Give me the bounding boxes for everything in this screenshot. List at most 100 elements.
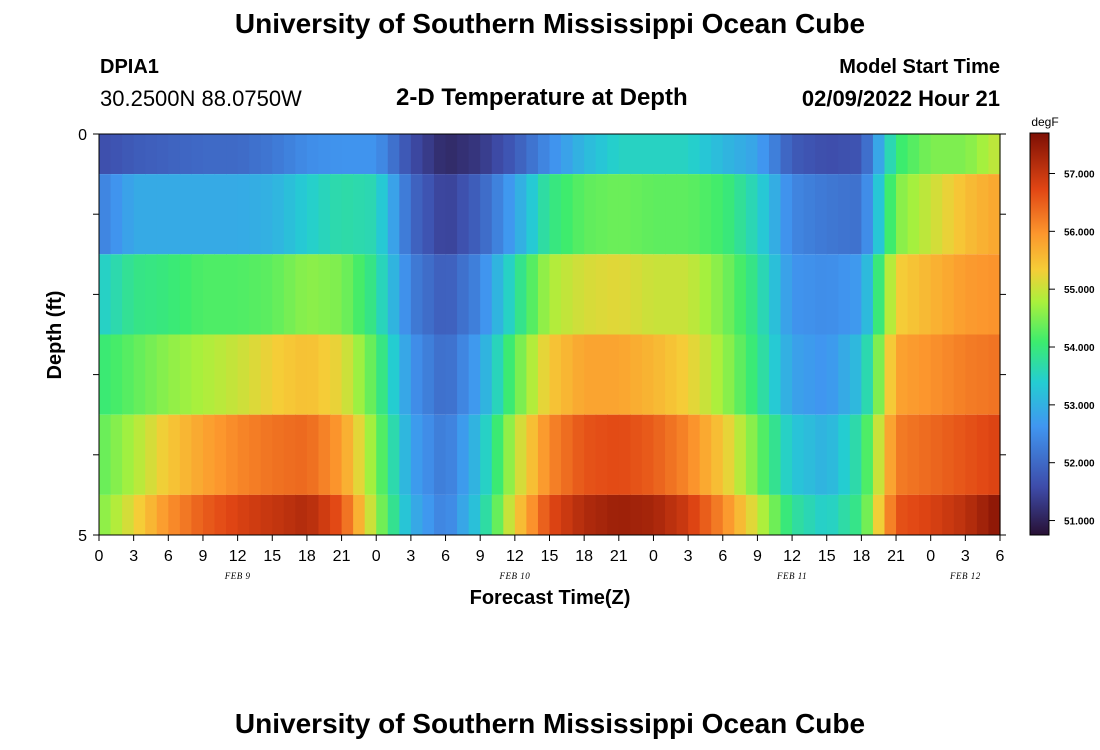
heatmap-cell [226, 254, 239, 335]
heatmap-cell [919, 414, 932, 495]
heatmap-cell [665, 174, 678, 255]
heatmap-cell [122, 254, 135, 335]
heatmap-cell [168, 134, 181, 175]
heatmap-cell [295, 174, 308, 255]
heatmap-cell [283, 494, 296, 535]
heatmap-cell [410, 414, 424, 495]
heatmap-cell [330, 174, 343, 255]
heatmap-cell [976, 334, 990, 415]
heatmap-cell [445, 414, 458, 495]
heatmap-cell [445, 334, 458, 415]
heatmap-cell [260, 334, 273, 415]
heatmap-cell [226, 494, 239, 535]
heatmap-cell [457, 254, 470, 335]
heatmap-cell [526, 494, 539, 535]
heatmap-cell [376, 414, 389, 495]
heatmap-cell [387, 494, 400, 535]
heatmap-cell [976, 134, 990, 175]
heatmap-cell [907, 134, 920, 175]
heatmap-cell [572, 334, 585, 415]
heatmap-cell [561, 174, 574, 255]
heatmap-cell [803, 494, 816, 535]
heatmap-cell [399, 414, 412, 495]
heatmap-cell [930, 174, 943, 255]
heatmap-cell [965, 494, 978, 535]
heatmap-cell [988, 414, 1001, 495]
heatmap-cell [641, 494, 655, 535]
heatmap-cell [699, 334, 712, 415]
x-tick-label: 12 [229, 548, 247, 565]
heatmap-cell [884, 134, 897, 175]
heatmap-cell [214, 174, 227, 255]
heatmap-cell [618, 174, 631, 255]
heatmap-cell [237, 134, 250, 175]
heatmap-cell [399, 494, 412, 535]
heatmap-cell [364, 174, 377, 255]
heatmap-cell [156, 414, 169, 495]
x-tick-label: 9 [476, 548, 485, 565]
heatmap-cell [734, 334, 747, 415]
heatmap-cell [191, 414, 204, 495]
heatmap-cell [607, 254, 620, 335]
heatmap-cell [156, 134, 169, 175]
heatmap-cell [353, 174, 366, 255]
heatmap-cell [630, 414, 643, 495]
heatmap-cell [549, 174, 562, 255]
heatmap-cell [838, 334, 851, 415]
heatmap-cell [202, 414, 216, 495]
heatmap-cell [249, 254, 262, 335]
heatmap-cell [318, 254, 331, 335]
heatmap-cell [734, 254, 747, 335]
heatmap-cell [919, 334, 932, 415]
heatmap-cell [884, 414, 897, 495]
heatmap-cell [145, 254, 158, 335]
heatmap-cell [387, 134, 400, 175]
heatmap-cell [249, 174, 262, 255]
heatmap-cell [803, 174, 816, 255]
heatmap-cell [156, 494, 169, 535]
heatmap-cell [919, 494, 932, 535]
heatmap-cell [249, 134, 262, 175]
heatmap-cell [341, 254, 354, 335]
x-tick-label: 15 [818, 548, 836, 565]
heatmap-cell [653, 174, 666, 255]
heatmap-cell [688, 134, 701, 175]
heatmap-cell [826, 134, 839, 175]
heatmap-cell [965, 134, 978, 175]
heatmap-cell [688, 174, 701, 255]
heatmap-cell [792, 414, 805, 495]
heatmap-cell [734, 494, 747, 535]
heatmap-cell [145, 334, 158, 415]
heatmap-cell [942, 254, 955, 335]
heatmap-cell [953, 334, 966, 415]
heatmap-cell [815, 334, 828, 415]
heatmap-cell [803, 414, 816, 495]
heatmap-cell [919, 134, 932, 175]
heatmap-cell [872, 254, 886, 335]
heatmap-cell [191, 494, 204, 535]
heatmap-cell [584, 174, 597, 255]
heatmap-cell [826, 254, 839, 335]
heatmap-cell [410, 134, 424, 175]
heatmap-cell [272, 414, 285, 495]
heatmap-cell [110, 254, 123, 335]
heatmap-cell [722, 174, 735, 255]
heatmap-cell [260, 134, 273, 175]
heatmap-cell [665, 414, 678, 495]
heatmap-cell [156, 254, 169, 335]
heatmap-cell [491, 254, 504, 335]
heatmap-cell [503, 254, 516, 335]
heatmap-cell [526, 334, 539, 415]
heatmap-cell [745, 174, 759, 255]
heatmap-cell [306, 134, 320, 175]
heatmap-cell [433, 494, 447, 535]
heatmap-cell [249, 414, 262, 495]
heatmap-cell [364, 134, 377, 175]
heatmap-cell [988, 254, 1001, 335]
heatmap-cell [480, 494, 493, 535]
y-tick-label: 0 [78, 127, 87, 144]
heatmap-cell [364, 414, 377, 495]
heatmap-cell [653, 254, 666, 335]
heatmap-cell [237, 334, 250, 415]
heatmap-cell [849, 254, 862, 335]
